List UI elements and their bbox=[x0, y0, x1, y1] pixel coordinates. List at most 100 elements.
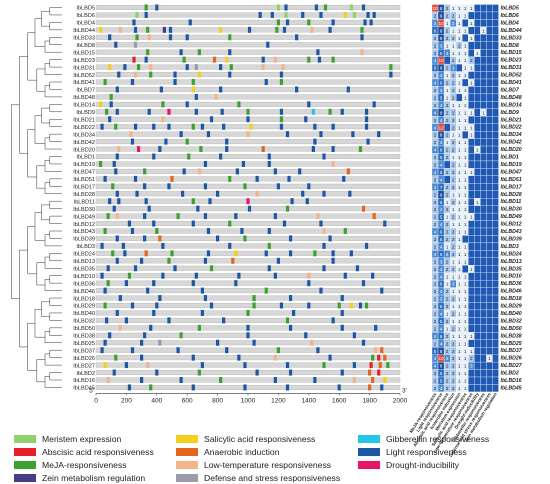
cis-element-light bbox=[152, 123, 156, 130]
cis-element-light bbox=[351, 131, 355, 138]
cis-element-lowtemp bbox=[133, 71, 138, 78]
cis-element-light bbox=[114, 41, 118, 48]
promoter-bar bbox=[95, 250, 401, 256]
gene-label: IbLBD34 bbox=[73, 132, 95, 138]
heatmap-value: 1 bbox=[458, 341, 461, 346]
cis-element-meja bbox=[389, 64, 393, 71]
heatmap-cell bbox=[486, 376, 493, 385]
heatmap-cell bbox=[492, 287, 499, 296]
cis-element-anaerobic bbox=[380, 347, 384, 354]
heatmap-cell bbox=[492, 205, 499, 214]
heatmap-cell bbox=[462, 34, 469, 42]
heatmap-value: 5 bbox=[440, 319, 443, 324]
heatmap-cell bbox=[474, 93, 481, 102]
heatmap-value: 4 bbox=[440, 103, 443, 108]
heatmap-cell bbox=[474, 175, 481, 184]
cis-element-light bbox=[307, 302, 311, 309]
legend-label: Anaerobic induction bbox=[204, 446, 280, 457]
heatmap-cell bbox=[474, 11, 481, 20]
cis-element-light bbox=[311, 146, 315, 153]
cis-element-light bbox=[143, 235, 147, 242]
heatmap-cell bbox=[480, 101, 487, 109]
cis-element-light bbox=[203, 183, 208, 190]
heatmap-value: 1 bbox=[470, 349, 473, 354]
cis-element-light bbox=[298, 168, 302, 175]
heatmap-value: 2 bbox=[446, 103, 449, 108]
heatmap-cell bbox=[480, 34, 487, 42]
heatmap-cell bbox=[474, 153, 481, 162]
cis-element-light bbox=[369, 19, 373, 26]
cis-element-meja bbox=[103, 302, 107, 309]
heatmap-cell bbox=[468, 160, 475, 169]
heatmap-value: 1 bbox=[476, 200, 479, 205]
cis-element-light bbox=[146, 287, 150, 294]
cis-element-lowtemp bbox=[310, 26, 314, 33]
axis-tick-label: 2000 bbox=[393, 397, 408, 404]
gene-label: IbLBD45 bbox=[73, 386, 95, 392]
heatmap-value: 2 bbox=[446, 118, 449, 123]
heatmap-value: 1 bbox=[452, 192, 455, 197]
legend-label: MeJA-responsiveness bbox=[42, 459, 127, 470]
heatmap-value: 1 bbox=[464, 274, 467, 279]
legend-swatch bbox=[14, 460, 36, 469]
heatmap-gene-label: IbLBD32 bbox=[501, 318, 522, 324]
cis-element-light bbox=[206, 228, 211, 234]
cis-element-light bbox=[219, 86, 223, 93]
heatmap-cell bbox=[480, 361, 487, 370]
heatmap-value: 4 bbox=[440, 207, 443, 212]
heatmap-cell bbox=[474, 183, 481, 191]
cis-element-aba bbox=[377, 369, 381, 376]
cis-element-light bbox=[152, 220, 156, 227]
promoter-bar bbox=[95, 265, 401, 271]
cis-element-light bbox=[173, 71, 177, 78]
cis-element-light bbox=[194, 108, 198, 115]
cis-element-light bbox=[216, 190, 220, 197]
heatmap-value: 4 bbox=[440, 312, 443, 317]
gene-label: IbLBD44 bbox=[73, 28, 95, 34]
legend-label: Gibberellin responsiveness bbox=[386, 433, 490, 444]
cis-element-light bbox=[133, 265, 138, 272]
heatmap-value: 1 bbox=[464, 215, 467, 220]
cis-element-lowtemp bbox=[129, 131, 133, 138]
cis-element-light bbox=[191, 220, 195, 227]
legend-item-sa: Salicylic acid responsiveness bbox=[176, 432, 315, 445]
promoter-bar bbox=[95, 153, 401, 159]
heatmap-cell bbox=[492, 26, 499, 35]
cis-element-light bbox=[164, 138, 168, 145]
heatmap-value: 1 bbox=[464, 379, 467, 384]
promoter-bar bbox=[95, 317, 401, 323]
cis-element-meja bbox=[307, 56, 311, 63]
axis-tick-label: 1600 bbox=[332, 397, 347, 404]
cis-element-light bbox=[261, 56, 265, 63]
cis-element-light bbox=[132, 19, 136, 26]
heatmap-cell bbox=[468, 376, 475, 385]
heatmap-cell bbox=[492, 86, 499, 95]
cis-element-meja bbox=[252, 295, 256, 302]
gene-label: IbLBD9 bbox=[76, 110, 95, 116]
heatmap-cell bbox=[486, 145, 493, 154]
cis-element-lowtemp bbox=[214, 93, 218, 100]
cis-element-light bbox=[194, 93, 198, 100]
heatmap-value: 4 bbox=[434, 81, 437, 86]
heatmap-value: 2 bbox=[434, 95, 437, 100]
cis-element-light bbox=[237, 354, 241, 361]
heatmap-cell bbox=[486, 41, 493, 50]
heatmap-cell bbox=[486, 309, 493, 318]
heatmap-cell bbox=[474, 190, 481, 199]
cis-element-light bbox=[342, 175, 346, 182]
cis-element-light bbox=[147, 205, 151, 212]
legend-label: Low-temperature responsiveness bbox=[204, 459, 332, 470]
heatmap-value: 2 bbox=[446, 349, 449, 354]
cis-element-light bbox=[123, 64, 127, 71]
gene-label: IbLBD16 bbox=[73, 378, 95, 384]
heatmap-value: 1 bbox=[470, 81, 473, 86]
heatmap-value: 9 bbox=[440, 66, 443, 71]
cis-element-defense bbox=[158, 339, 162, 346]
heatmap-cell bbox=[474, 309, 481, 318]
heatmap-gene-label: IbLBD6 bbox=[501, 13, 519, 19]
heatmap-cell bbox=[474, 279, 481, 288]
heatmap-value: 1 bbox=[458, 140, 461, 145]
cis-element-light bbox=[115, 309, 119, 316]
promoter-bar bbox=[95, 228, 401, 234]
heatmap-cell bbox=[486, 56, 493, 65]
